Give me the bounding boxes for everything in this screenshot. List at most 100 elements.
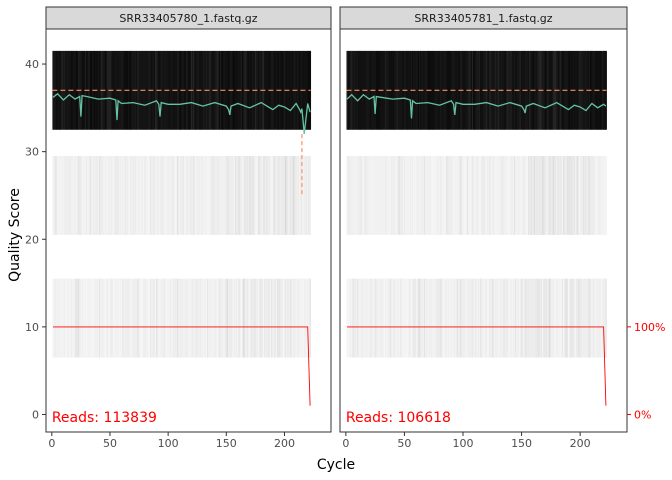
heatmap-cell: [219, 156, 222, 235]
heatmap-cell: [381, 278, 384, 358]
heatmap-cell: [441, 278, 443, 358]
heatmap-cell: [109, 278, 111, 358]
heatmap-cell: [217, 156, 220, 235]
heatmap-cell: [599, 156, 602, 235]
heatmap-cell: [96, 278, 99, 358]
heatmap-cell: [481, 156, 483, 235]
heatmap-cell: [77, 278, 80, 358]
heatmap-cell: [109, 156, 111, 235]
heatmap-cell: [251, 50, 253, 130]
heatmap-cell: [228, 278, 230, 358]
heatmap-cell: [594, 278, 597, 358]
heatmap-cell: [376, 50, 379, 130]
heatmap-cell: [123, 278, 125, 358]
heatmap-cell: [602, 156, 605, 235]
cumulative-reads-line: [53, 326, 311, 406]
heatmap-cell: [407, 278, 409, 358]
heatmap-band: [52, 278, 312, 358]
heatmap-cell: [442, 278, 445, 358]
heatmap-cell: [232, 50, 235, 130]
heatmap-cell: [549, 156, 551, 235]
heatmap-cell: [583, 156, 585, 235]
heatmap-cell: [90, 50, 93, 130]
heatmap-cell: [365, 278, 367, 358]
heatmap-cell: [476, 156, 479, 235]
heatmap-cell: [572, 156, 575, 235]
heatmap-cell: [171, 278, 173, 358]
heatmap-cell: [176, 278, 179, 358]
y-axis-title: Quality Score: [7, 188, 23, 282]
heatmap-cell: [118, 278, 121, 358]
heatmap-cell: [576, 50, 578, 130]
heatmap-cell: [128, 156, 130, 235]
heatmap-cell: [440, 156, 442, 235]
heatmap-cell: [490, 278, 493, 358]
heatmap-cell: [489, 50, 491, 130]
heatmap-cell: [392, 50, 394, 130]
facet-panels: SRR33405780_1.fastq.gz Reads: 113839 0 50 10…: [25, 6, 628, 450]
heatmap-cell: [361, 156, 364, 235]
heatmap-cell: [508, 278, 510, 358]
heatmap-cell: [427, 156, 429, 235]
heatmap-cell: [111, 156, 114, 235]
heatmap-cell: [406, 156, 408, 235]
heatmap-cell: [478, 50, 481, 130]
heatmap-cell: [262, 156, 265, 235]
heatmap-cell: [590, 278, 592, 358]
heatmap-cell: [243, 156, 245, 235]
heatmap-cell: [59, 50, 61, 130]
heatmap-cell: [126, 156, 129, 235]
heatmap-cell: [158, 278, 160, 358]
heatmap-cell: [375, 156, 378, 235]
heatmap-cell: [128, 278, 130, 358]
heatmap-cell: [553, 156, 556, 235]
heatmap-cell: [112, 50, 115, 130]
heatmap-cell: [388, 156, 391, 235]
heatmap-cell: [67, 278, 70, 358]
heatmap-cell: [551, 278, 554, 358]
heatmap-cell: [61, 156, 64, 235]
heatmap-cell: [97, 278, 100, 358]
heatmap-cell: [266, 156, 268, 235]
heatmap-cell: [296, 50, 299, 130]
heatmap-cell: [364, 156, 366, 235]
right-percent-axis: 0% 100%: [627, 321, 665, 421]
heatmap-cell: [447, 278, 449, 358]
heatmap-cell: [415, 50, 418, 130]
heatmap-cell: [551, 50, 554, 130]
heatmap-cell: [451, 156, 454, 235]
heatmap-cell: [89, 156, 92, 235]
heatmap-cell: [516, 278, 518, 358]
y-tick-label: 40: [25, 58, 39, 71]
heatmap-cell: [187, 50, 189, 130]
heatmap-cell: [546, 156, 549, 235]
heatmap-cell: [465, 156, 468, 235]
heatmap-cell: [307, 50, 309, 130]
heatmap-cell: [526, 156, 529, 235]
heatmap-cell: [125, 278, 128, 358]
heatmap-cell: [246, 278, 249, 358]
heatmap-cell: [115, 156, 117, 235]
heatmap-cell: [118, 156, 121, 235]
heatmap-cell: [130, 278, 132, 358]
heatmap-cell: [299, 278, 301, 358]
heatmap-cell: [168, 278, 171, 358]
heatmap-cell: [154, 278, 157, 358]
heatmap-cell: [86, 156, 88, 235]
heatmap-cell: [412, 278, 414, 358]
heatmap-cell: [542, 156, 544, 235]
heatmap-cell: [587, 278, 590, 358]
heatmap-cell: [258, 278, 260, 358]
heatmap-cell: [136, 278, 138, 358]
heatmap-cell: [116, 278, 118, 358]
heatmap-cell: [560, 156, 563, 235]
heatmap-cell: [579, 278, 582, 358]
heatmap-cell: [262, 278, 265, 358]
heatmap-cell: [200, 156, 202, 235]
heatmap-cell: [251, 156, 253, 235]
heatmap-cell: [433, 156, 435, 235]
heatmap-cell: [103, 156, 106, 235]
heatmap-cell: [393, 156, 395, 235]
heatmap-cell: [385, 50, 387, 130]
heatmap-cell: [362, 278, 365, 358]
